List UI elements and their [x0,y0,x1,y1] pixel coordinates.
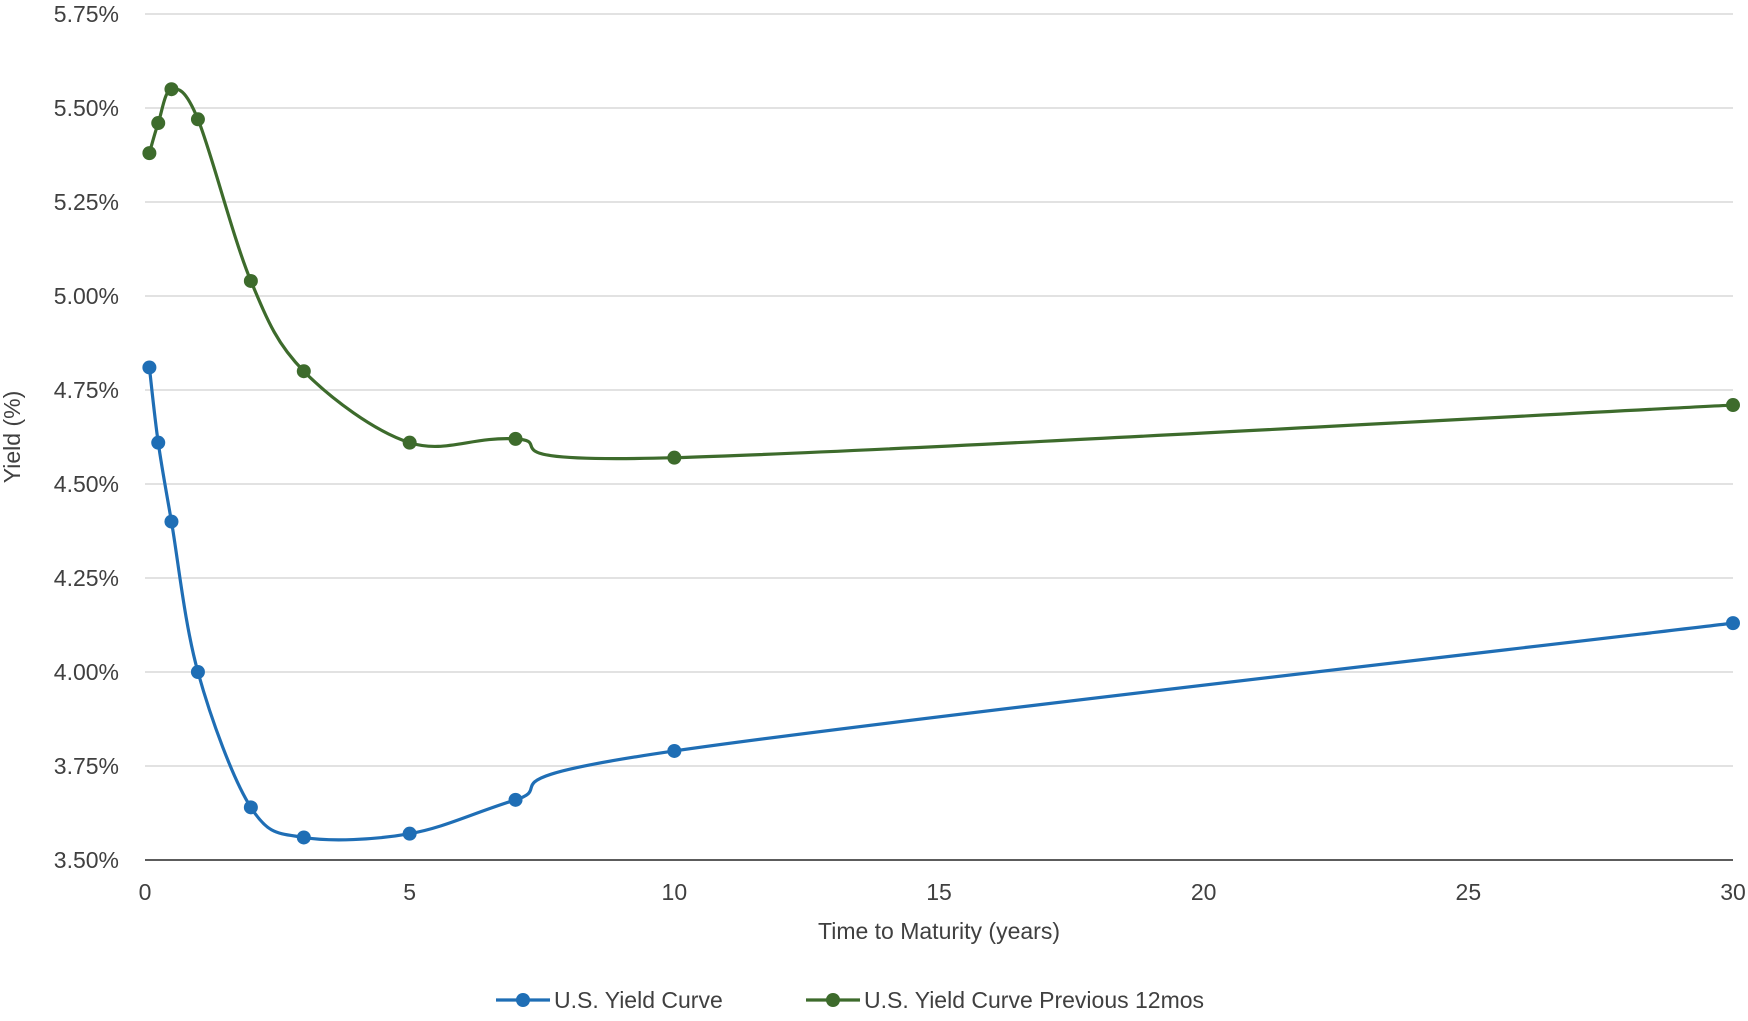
y-tick-label: 5.75% [54,1,119,27]
data-point-previous [164,82,179,97]
data-point-current [151,435,166,450]
legend-label: U.S. Yield Curve Previous 12mos [864,987,1204,1013]
x-tick-labels: 0 5 10 15 20 25 30 [139,879,1746,905]
data-point-current [1726,616,1740,631]
legend-swatch-marker [516,993,530,1007]
x-tick-label: 20 [1191,879,1217,905]
data-point-previous [142,146,157,161]
data-point-current [190,665,205,679]
data-point-previous [243,273,258,288]
y-axis-title: Yield (%) [0,391,25,483]
data-point-previous [190,112,205,127]
gridlines [145,13,1733,767]
data-point-current [142,360,157,375]
x-tick-label: 10 [662,879,688,905]
data-point-current [164,514,179,529]
data-point-previous [151,116,166,131]
data-point-current [667,743,682,758]
y-tick-label: 5.00% [54,283,119,309]
data-point-previous [402,435,417,450]
y-tick-label: 5.25% [54,189,119,215]
legend-item-previous: U.S. Yield Curve Previous 12mos [806,987,1204,1013]
legend: U.S. Yield Curve U.S. Yield Curve Previou… [496,987,1204,1013]
x-tick-label: 15 [926,879,952,905]
x-axis-title: Time to Maturity (years) [818,918,1060,944]
data-point-previous [296,364,311,379]
legend-item-current: U.S. Yield Curve [496,987,723,1013]
y-tick-label: 4.00% [54,659,119,685]
data-point-current [402,826,417,841]
legend-swatch-marker [826,993,840,1007]
series-line-current [147,365,1735,842]
data-point-current [296,830,311,845]
x-tick-label: 25 [1456,879,1482,905]
x-tick-label: 0 [139,879,152,905]
data-point-previous [667,450,682,465]
series-line-previous [147,87,1735,461]
y-tick-labels: 3.50% 3.75% 4.00% 4.25% 4.50% 4.75% 5.00% 5.25%… [54,1,119,873]
series-layer [142,82,1740,845]
data-point-previous [508,431,523,446]
data-point-current [508,792,523,807]
y-tick-label: 5.50% [54,95,119,121]
y-tick-label: 3.75% [54,753,119,779]
y-tick-label: 4.50% [54,471,119,497]
x-tick-label: 30 [1720,879,1746,905]
legend-label: U.S. Yield Curve [554,987,723,1013]
y-tick-label: 4.75% [54,377,119,403]
data-point-current [243,800,258,815]
y-tick-label: 4.25% [54,565,119,591]
x-tick-label: 5 [403,879,416,905]
y-tick-label: 3.50% [54,847,119,873]
data-point-previous [1726,398,1740,413]
